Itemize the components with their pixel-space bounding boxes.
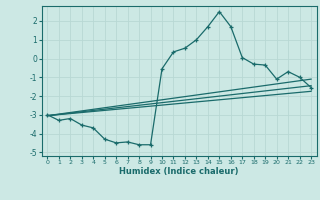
X-axis label: Humidex (Indice chaleur): Humidex (Indice chaleur) bbox=[119, 167, 239, 176]
